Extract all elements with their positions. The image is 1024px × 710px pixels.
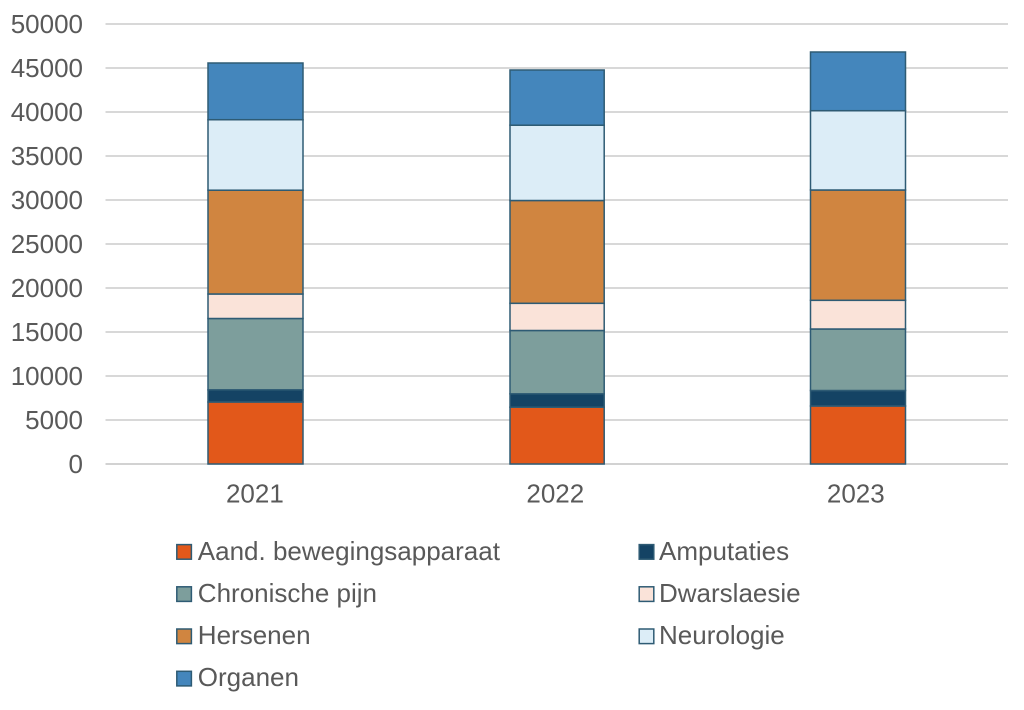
svg-text:35000: 35000 xyxy=(11,141,83,171)
svg-text:Organen: Organen xyxy=(198,662,299,692)
svg-text:10000: 10000 xyxy=(11,361,83,391)
svg-text:Amputaties: Amputaties xyxy=(659,536,789,566)
svg-text:15000: 15000 xyxy=(11,317,83,347)
svg-text:2022: 2022 xyxy=(526,479,584,509)
svg-text:Hersenen: Hersenen xyxy=(198,620,311,650)
svg-text:50000: 50000 xyxy=(11,9,83,39)
svg-text:Neurologie: Neurologie xyxy=(659,620,785,650)
svg-text:5000: 5000 xyxy=(25,405,83,435)
svg-text:Chronische pijn: Chronische pijn xyxy=(198,578,377,608)
svg-text:2023: 2023 xyxy=(827,479,885,509)
svg-text:45000: 45000 xyxy=(11,53,83,83)
svg-text:30000: 30000 xyxy=(11,185,83,215)
svg-text:0: 0 xyxy=(69,449,83,479)
svg-text:Aand. bewegingsapparaat: Aand. bewegingsapparaat xyxy=(198,536,501,566)
svg-text:20000: 20000 xyxy=(11,273,83,303)
svg-text:Dwarslaesie: Dwarslaesie xyxy=(659,578,801,608)
svg-text:2021: 2021 xyxy=(226,479,284,509)
svg-text:25000: 25000 xyxy=(11,229,83,259)
svg-text:40000: 40000 xyxy=(11,97,83,127)
